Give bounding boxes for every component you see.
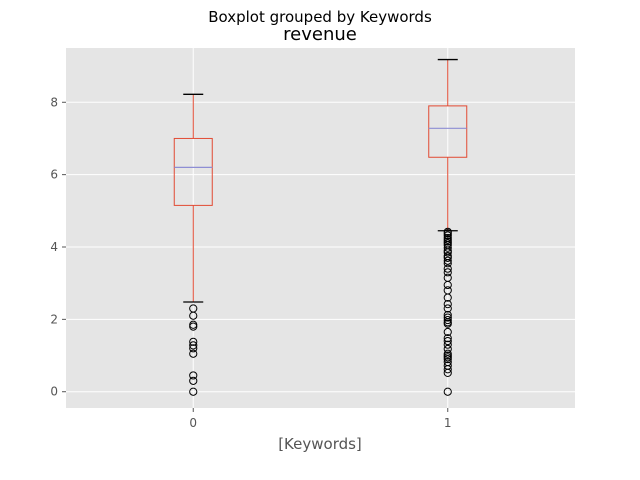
outlier-point <box>189 337 198 346</box>
outlier-point <box>443 293 452 302</box>
outlier-point <box>443 327 452 337</box>
outlier-point <box>189 376 198 385</box>
iqr-box <box>173 137 213 206</box>
outlier-point <box>443 243 452 252</box>
outlier-point <box>443 355 452 364</box>
outlier-point <box>443 313 452 322</box>
chart-title: revenue <box>283 24 357 45</box>
outlier-point <box>443 315 452 325</box>
iqr-box <box>428 105 468 158</box>
y-tick-label: 8 <box>50 95 58 109</box>
y-tick-label: 6 <box>50 168 58 182</box>
outlier-point <box>189 344 198 353</box>
box-group-1 <box>428 58 468 396</box>
y-tick-label: 2 <box>50 312 58 326</box>
box-marks <box>173 58 468 396</box>
x-tick-label: 1 <box>444 416 452 430</box>
x-tick-label: 0 <box>189 416 197 430</box>
y-tick-label: 0 <box>50 385 58 399</box>
outlier-point <box>189 341 198 350</box>
outlier-point <box>443 304 452 313</box>
outlier-point <box>443 256 452 265</box>
outlier-point <box>189 322 198 331</box>
outlier-point <box>443 229 452 238</box>
outlier-point <box>189 311 198 320</box>
outlier-point <box>189 387 198 396</box>
outlier-point <box>443 280 452 290</box>
outlier-point <box>443 264 452 273</box>
outlier-point <box>443 336 452 346</box>
box-group-0 <box>173 93 213 396</box>
outlier-point <box>443 253 452 262</box>
outlier-point <box>443 231 452 240</box>
axis-ticks: 0 2 4 6 8 0 1 <box>50 95 451 430</box>
outlier-point <box>443 334 452 343</box>
outlier-point <box>443 300 452 309</box>
outlier-point <box>443 319 452 328</box>
outlier-point <box>443 259 452 268</box>
outlier-point <box>189 349 198 358</box>
outlier-point <box>189 371 198 380</box>
outlier-point <box>443 344 452 354</box>
x-axis-label: [Keywords] <box>278 435 362 453</box>
outlier-point <box>443 368 452 378</box>
outlier-point <box>443 340 452 349</box>
chart-suptitle: Boxplot grouped by Keywords <box>208 8 432 26</box>
outlier-point <box>443 268 452 277</box>
y-tick-label: 4 <box>50 240 58 254</box>
outlier-point <box>443 387 452 396</box>
outlier-point <box>443 365 452 374</box>
outlier-point <box>443 248 452 257</box>
plot-area <box>66 48 575 408</box>
